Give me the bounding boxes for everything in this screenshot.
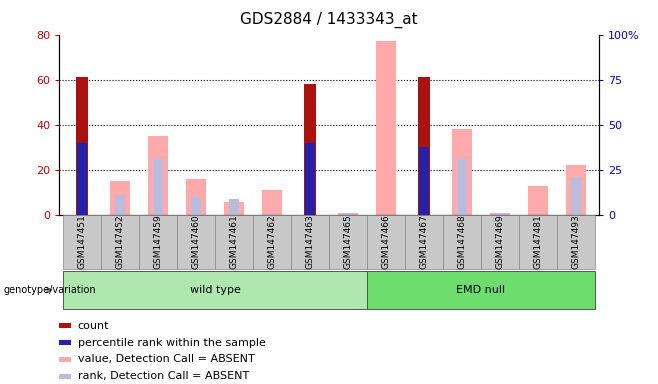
Bar (338, 213, 359, 215)
Text: GSM147452: GSM147452 (116, 215, 124, 269)
Text: GSM147461: GSM147461 (230, 215, 238, 269)
Bar (343, 213, 353, 215)
Bar (224, 202, 245, 215)
Text: value, Detection Call = ABSENT: value, Detection Call = ABSENT (78, 354, 255, 364)
Bar (63, 215, 101, 269)
Bar (519, 215, 557, 269)
Bar (418, 150, 429, 215)
Bar (481, 215, 519, 269)
Text: GSM147465: GSM147465 (343, 215, 353, 269)
Text: GSM147468: GSM147468 (457, 215, 467, 269)
Text: EMD null: EMD null (457, 285, 505, 295)
Bar (376, 41, 396, 215)
Text: percentile rank within the sample: percentile rank within the sample (78, 338, 266, 348)
Text: GSM147463: GSM147463 (305, 215, 315, 269)
Text: GSM147459: GSM147459 (153, 215, 163, 269)
Bar (215, 215, 253, 269)
Bar (186, 179, 207, 215)
Bar (291, 215, 329, 269)
Bar (101, 215, 139, 269)
Bar (114, 195, 125, 215)
Bar (191, 197, 201, 215)
Bar (565, 166, 586, 215)
Bar (139, 215, 177, 269)
Bar (490, 213, 511, 215)
Bar (76, 78, 88, 215)
Bar (570, 177, 581, 215)
Bar (451, 129, 472, 215)
Bar (229, 199, 240, 215)
Bar (153, 159, 163, 215)
Bar (367, 271, 595, 309)
Bar (329, 215, 367, 269)
Bar (495, 213, 505, 215)
Text: GSM147460: GSM147460 (191, 215, 201, 269)
Text: genotype/variation: genotype/variation (3, 285, 96, 295)
Bar (63, 271, 367, 309)
Bar (304, 84, 316, 215)
Bar (253, 215, 291, 269)
Text: GSM147467: GSM147467 (420, 215, 428, 269)
Text: rank, Detection Call = ABSENT: rank, Detection Call = ABSENT (78, 371, 249, 381)
Bar (557, 215, 595, 269)
Bar (147, 136, 168, 215)
Text: GSM147466: GSM147466 (382, 215, 390, 269)
Bar (177, 215, 215, 269)
Text: GSM147451: GSM147451 (78, 215, 86, 269)
Bar (261, 190, 282, 215)
Bar (77, 143, 88, 215)
Bar (367, 215, 405, 269)
Text: GSM147493: GSM147493 (572, 215, 580, 269)
Text: wild type: wild type (190, 285, 240, 295)
Text: GSM147462: GSM147462 (268, 215, 276, 269)
Bar (418, 78, 430, 215)
Text: count: count (78, 321, 109, 331)
Bar (418, 147, 429, 215)
Text: GSM147481: GSM147481 (534, 215, 542, 269)
Text: GSM147469: GSM147469 (495, 215, 505, 269)
Bar (110, 181, 130, 215)
Bar (305, 143, 315, 215)
Bar (443, 215, 481, 269)
Bar (405, 215, 443, 269)
Bar (528, 186, 548, 215)
Bar (457, 159, 467, 215)
Text: GDS2884 / 1433343_at: GDS2884 / 1433343_at (240, 12, 418, 28)
